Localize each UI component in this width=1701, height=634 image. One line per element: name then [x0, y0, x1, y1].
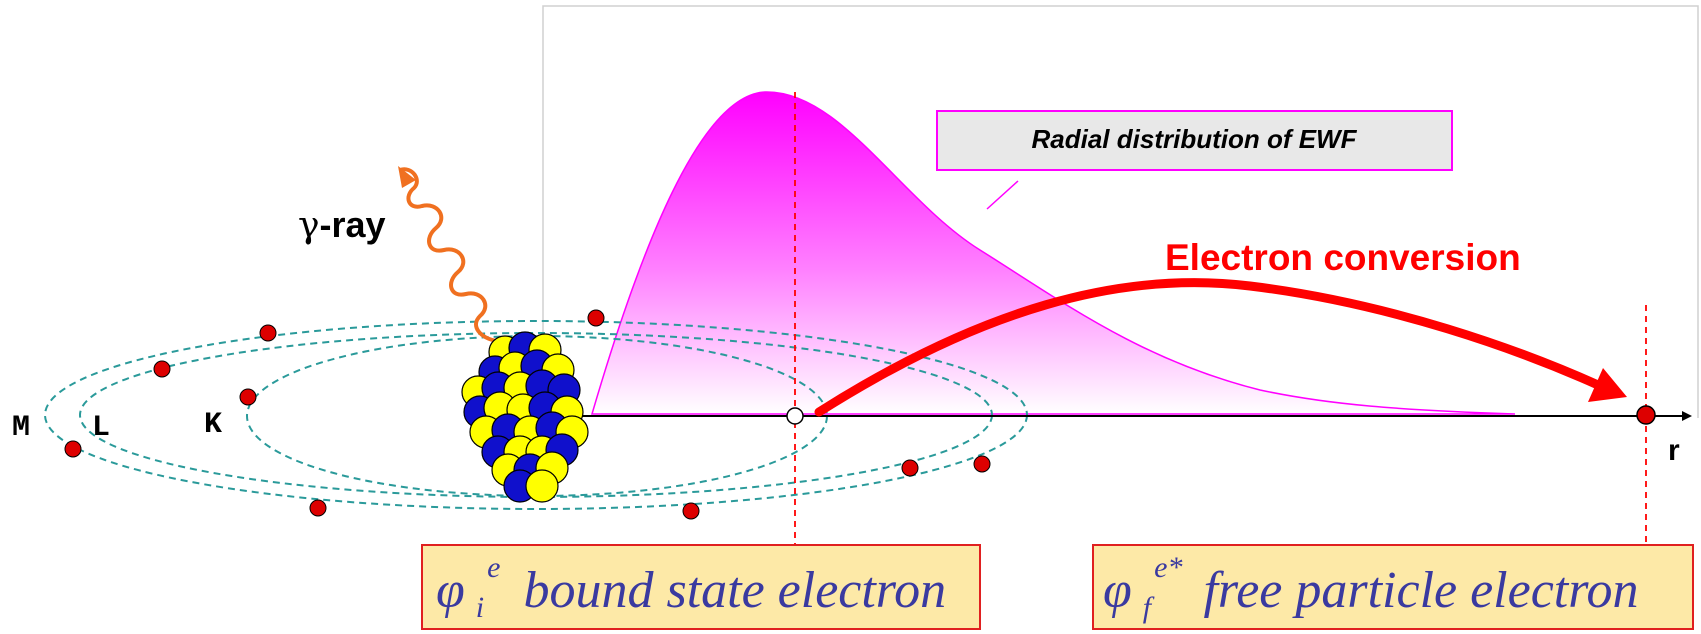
electron: [309, 499, 327, 517]
electron: [587, 309, 605, 327]
electron-conversion-arrow: [814, 278, 1603, 417]
free-particle-text: free particle electron: [1203, 562, 1638, 619]
electron: [239, 388, 257, 406]
electron: [973, 455, 991, 473]
bound-state-point: [786, 407, 804, 425]
free-particle-label: φ f e* free particle electron: [1103, 532, 1639, 629]
electron-conversion-arrowhead: [1588, 368, 1627, 402]
ewf-callout-label: Radial distribution of EWF: [1032, 124, 1358, 154]
gamma-ray-label: γ-ray: [298, 204, 386, 246]
free-particle-point: [1636, 405, 1656, 425]
gamma-arrowhead: [398, 166, 416, 188]
electron: [682, 502, 700, 520]
electron: [901, 459, 919, 477]
nucleon: [525, 469, 559, 503]
shell-label-l: L: [92, 411, 110, 445]
gamma-wave-icon: [399, 167, 498, 343]
free-particle-subscript: f: [1143, 591, 1155, 624]
bound-state-subscript: i: [476, 591, 484, 624]
bound-state-symbol: φ: [436, 562, 465, 619]
bound-state-text: bound state electron: [523, 562, 946, 619]
bound-state-superscript: e: [487, 551, 500, 584]
electron: [259, 324, 277, 342]
callout-leader: [986, 180, 1019, 210]
bound-state-label: φ i e bound state electron: [436, 532, 946, 629]
ewf-callout-box: [936, 110, 1453, 171]
electrons: [64, 309, 991, 520]
free-particle-box: [1092, 544, 1694, 630]
electron-conversion-label: Electron conversion: [1165, 237, 1521, 278]
gamma-symbol: γ: [298, 205, 320, 246]
shell-label-m: M: [12, 411, 30, 445]
free-particle-superscript: e*: [1154, 551, 1182, 584]
axis-r-label: r: [1668, 434, 1680, 467]
electron: [153, 360, 171, 378]
gamma-ray-suffix: -ray: [320, 204, 386, 245]
electron: [64, 440, 82, 458]
ewf-distribution-curve: [590, 91, 1516, 415]
plot-frame: [542, 5, 1699, 418]
shell-label-k: K: [204, 408, 222, 442]
nucleus-icon: [461, 331, 589, 503]
free-particle-symbol: φ: [1103, 562, 1132, 619]
bound-state-box: [421, 544, 981, 630]
